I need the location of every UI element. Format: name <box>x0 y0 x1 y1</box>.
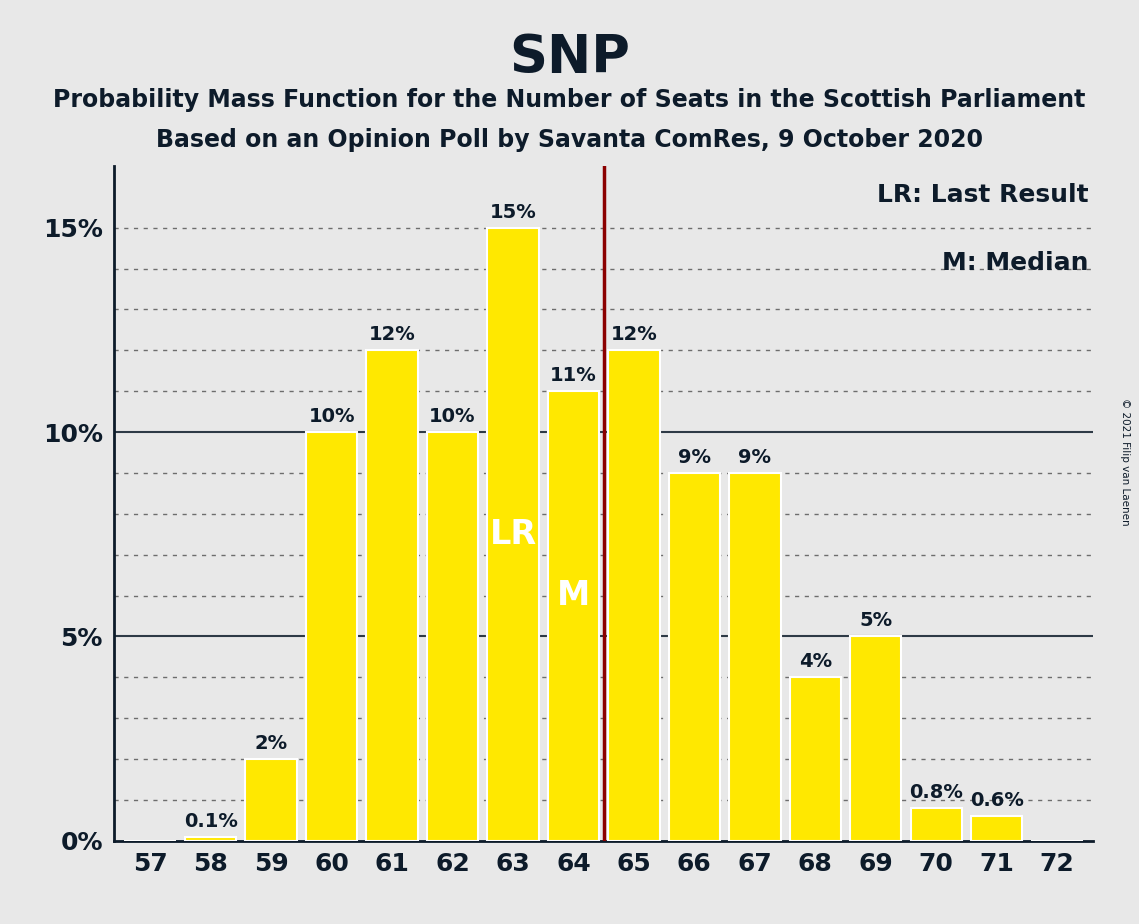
Text: SNP: SNP <box>509 32 630 84</box>
Text: 10%: 10% <box>429 407 476 426</box>
Text: 12%: 12% <box>369 325 416 344</box>
Text: © 2021 Filip van Laenen: © 2021 Filip van Laenen <box>1121 398 1130 526</box>
Text: 10%: 10% <box>309 407 355 426</box>
Bar <box>910 808 962 841</box>
Text: M: Median: M: Median <box>942 250 1089 274</box>
Text: 0.8%: 0.8% <box>909 783 964 802</box>
Bar <box>669 473 720 841</box>
Bar <box>548 391 599 841</box>
Text: 11%: 11% <box>550 366 597 385</box>
Bar <box>487 227 539 841</box>
Bar <box>367 350 418 841</box>
Text: 0.1%: 0.1% <box>183 811 238 831</box>
Bar <box>729 473 780 841</box>
Bar <box>427 432 478 841</box>
Text: 2%: 2% <box>254 734 288 753</box>
Bar <box>245 760 297 841</box>
Text: 4%: 4% <box>798 652 831 671</box>
Text: LR: LR <box>490 517 536 551</box>
Text: 12%: 12% <box>611 325 657 344</box>
Text: M: M <box>557 579 590 612</box>
Bar <box>185 837 237 841</box>
Bar <box>850 637 901 841</box>
Bar <box>972 816 1023 841</box>
Text: 5%: 5% <box>859 612 892 630</box>
Bar <box>789 677 841 841</box>
Text: 9%: 9% <box>678 448 711 467</box>
Bar <box>306 432 358 841</box>
Text: 15%: 15% <box>490 202 536 222</box>
Bar <box>608 350 659 841</box>
Text: Based on an Opinion Poll by Savanta ComRes, 9 October 2020: Based on an Opinion Poll by Savanta ComR… <box>156 128 983 152</box>
Text: LR: Last Result: LR: Last Result <box>877 183 1089 207</box>
Text: 0.6%: 0.6% <box>969 791 1024 810</box>
Text: Probability Mass Function for the Number of Seats in the Scottish Parliament: Probability Mass Function for the Number… <box>54 88 1085 112</box>
Text: 9%: 9% <box>738 448 771 467</box>
